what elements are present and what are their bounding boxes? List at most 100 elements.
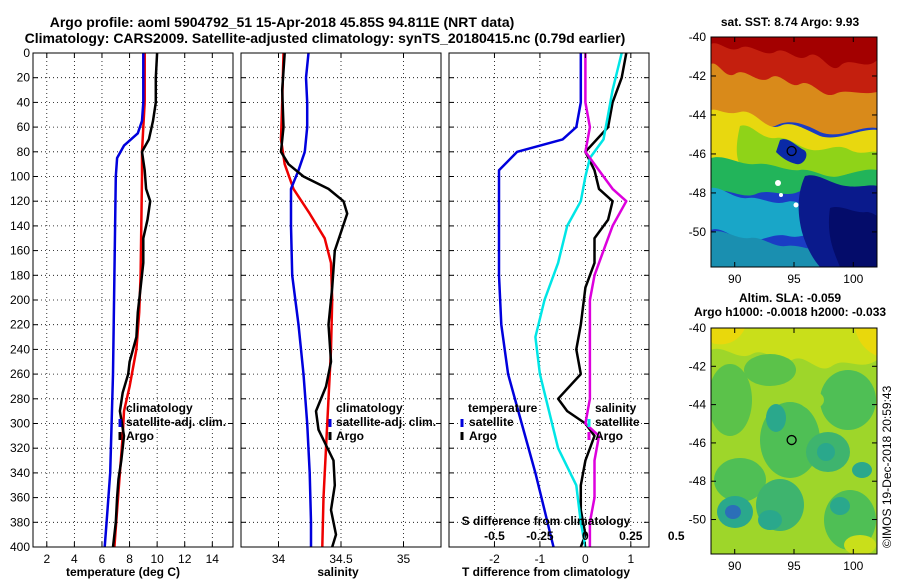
x-tick-label: 14: [206, 552, 220, 566]
y-tick-label: 380: [10, 515, 30, 529]
y-tick-label: 0: [23, 46, 30, 60]
sst-map: [711, 37, 877, 267]
x-tick-label: 100: [843, 559, 863, 573]
x-tick-label: 90: [728, 272, 742, 286]
y-tick-label: 400: [10, 540, 30, 554]
legend-climatology-label: climatology: [126, 401, 193, 415]
s-diff-tick-label: 0.5: [668, 529, 685, 543]
argo-location-marker: [786, 145, 797, 157]
y-tick-label: -46: [689, 436, 707, 450]
x-tick-label: 0: [582, 552, 589, 566]
x-tick-label: 34: [272, 552, 286, 566]
x-tick-label: 1: [627, 552, 634, 566]
argo-location-marker: [786, 434, 797, 446]
x-tick-label: 95: [787, 559, 801, 573]
y-tick-label: -40: [689, 30, 707, 44]
y-tick-label: -42: [689, 359, 707, 373]
s-diff-tick-label: 0.25: [619, 529, 643, 543]
y-tick-label: 280: [10, 392, 30, 406]
difference-panel: -2 -1 0 1 -0.5 -0.25 0 0.25 0.5: [448, 52, 685, 566]
x-tick-label: 35: [397, 552, 411, 566]
s-diff-tick-label: 0: [582, 529, 589, 543]
legend-t-satellite-label: satellite: [469, 415, 514, 429]
y-tick-label: -46: [689, 147, 707, 161]
y-tick-label: 160: [10, 244, 30, 258]
watermark: ©IMOS 19-Dec-2018 20:59:43: [880, 385, 894, 548]
y-tick-label: 260: [10, 367, 30, 381]
x-tick-label: 90: [728, 559, 742, 573]
series-temperature-satellite: [497, 53, 583, 548]
y-tick-label: 200: [10, 293, 30, 307]
legend-satellite-label: satellite-adj. clim.: [336, 415, 436, 429]
x-tick-label: 100: [843, 272, 863, 286]
temperature-panel: 2 4 6 8 10 12 14020406080100120140160180200220…: [10, 46, 234, 566]
y-tick-label: -44: [689, 398, 707, 412]
y-tick-label: 140: [10, 219, 30, 233]
salinity-legend: climatology satellite-adj. clim. Argo: [328, 401, 436, 443]
y-tick-label: -40: [689, 321, 707, 335]
legend-argo-label: Argo: [336, 429, 364, 443]
y-tick-label: 220: [10, 318, 30, 332]
title-line-1: Argo profile: aoml 5904792_51 15-Apr-201…: [50, 14, 515, 30]
s-diff-tick-label: -0.5: [484, 529, 505, 543]
y-tick-label: 340: [10, 466, 30, 480]
temperature-legend: climatology satellite-adj. clim. Argo: [118, 401, 226, 443]
difference-legend: temperature satellite Argo salinity sate…: [460, 401, 640, 528]
sst-map-title: sat. SST: 8.74 Argo: 9.93: [721, 15, 860, 29]
y-tick-label: 60: [17, 120, 31, 134]
legend-salinity-title: salinity: [595, 401, 637, 415]
y-tick-label: -44: [689, 108, 707, 122]
legend-temperature-title: temperature: [468, 401, 538, 415]
title-line-2: Climatology: CARS2009. Satellite-adjuste…: [25, 30, 626, 46]
salinity-xlabel: salinity: [317, 565, 359, 579]
sla-map: [711, 328, 877, 554]
series-argo: [111, 52, 159, 548]
y-tick-label: -48: [689, 186, 707, 200]
s-difference-axis-label: S difference from climatology: [462, 514, 631, 528]
y-tick-label: -50: [689, 513, 707, 527]
x-tick-label: 4: [71, 552, 78, 566]
sla-map-title: Altim. SLA: -0.059: [739, 291, 841, 305]
series-salinity-argo: [584, 53, 628, 547]
x-tick-label: -2: [489, 552, 500, 566]
x-tick-label: 6: [99, 552, 106, 566]
y-tick-label: 240: [10, 342, 30, 356]
y-tick-label: 40: [17, 95, 31, 109]
y-tick-label: 300: [10, 417, 30, 431]
series-argo: [279, 52, 349, 548]
series-satellite-adj-clim-: [103, 53, 145, 548]
x-tick-label: 95: [787, 272, 801, 286]
x-tick-label: 8: [126, 552, 133, 566]
legend-argo-label: Argo: [126, 429, 154, 443]
x-tick-label: 2: [43, 552, 50, 566]
temperature-xlabel: temperature (deg C): [66, 565, 180, 579]
y-tick-label: 360: [10, 491, 30, 505]
y-tick-label: -42: [689, 69, 707, 83]
y-tick-label: -50: [689, 225, 707, 239]
sla-map-subtitle: Argo h1000: -0.0018 h2000: -0.033: [694, 305, 886, 319]
y-tick-label: -48: [689, 474, 707, 488]
series-satellite-adj-clim-: [289, 52, 313, 547]
sla-map-axes: 90 95 100 -40 -42 -44 -46 -48 -50: [689, 321, 878, 573]
legend-t-argo-label: Argo: [469, 429, 497, 443]
x-tick-label: 12: [178, 552, 192, 566]
y-tick-label: 180: [10, 268, 30, 282]
sst-map-axes: 90 95 100 -40 -42 -44 -46 -48 -50: [689, 30, 878, 286]
legend-climatology-label: climatology: [336, 401, 403, 415]
x-tick-label: -1: [535, 552, 546, 566]
y-tick-label: 100: [10, 170, 30, 184]
y-tick-label: 120: [10, 194, 30, 208]
y-tick-label: 320: [10, 441, 30, 455]
y-tick-label: 20: [17, 71, 31, 85]
difference-xlabel: T difference from climatology: [462, 565, 630, 579]
series-salinity-satellite: [534, 52, 623, 548]
s-diff-tick-label: -0.25: [526, 529, 554, 543]
x-tick-label: 10: [150, 552, 164, 566]
legend-satellite-label: satellite-adj. clim.: [126, 415, 226, 429]
x-tick-label: 34.5: [329, 552, 353, 566]
salinity-panel: 34 34.5 35: [240, 52, 442, 566]
y-tick-label: 80: [17, 145, 31, 159]
series-temperature-argo: [556, 52, 628, 548]
legend-s-argo-label: Argo: [595, 429, 623, 443]
